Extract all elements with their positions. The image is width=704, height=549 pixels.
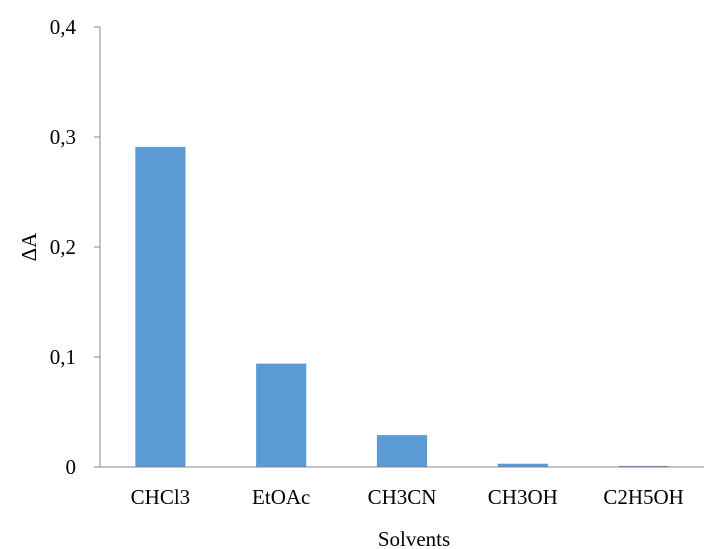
bar-chcl3 [135, 146, 186, 467]
x-tick-label: EtOAc [252, 485, 310, 509]
bar-etoac [256, 363, 307, 467]
x-tick-label: CH3CN [368, 485, 437, 509]
bars [135, 146, 669, 467]
y-tick-label: 0 [66, 455, 77, 479]
bar-ch3oh [497, 463, 548, 467]
y-tick-label: 0,4 [50, 15, 77, 39]
bar-ch3cn [376, 435, 428, 467]
x-axis-title: Solvents [378, 527, 450, 549]
y-axis: 0 0,1 0,2 0,3 0,4 [50, 15, 101, 479]
bar-c2h5oh [618, 465, 669, 467]
x-tick-label: CHCl3 [131, 485, 191, 509]
x-axis: CHCl3 EtOAc CH3CN CH3OH C2H5OH [100, 466, 704, 509]
x-tick-label: CH3OH [488, 485, 558, 509]
x-tick-label: C2H5OH [603, 485, 684, 509]
y-tick-label: 0,3 [50, 125, 76, 149]
y-tick-label: 0,1 [50, 345, 76, 369]
y-tick-label: 0,2 [50, 235, 76, 259]
y-axis-title: ΔA [17, 232, 41, 262]
